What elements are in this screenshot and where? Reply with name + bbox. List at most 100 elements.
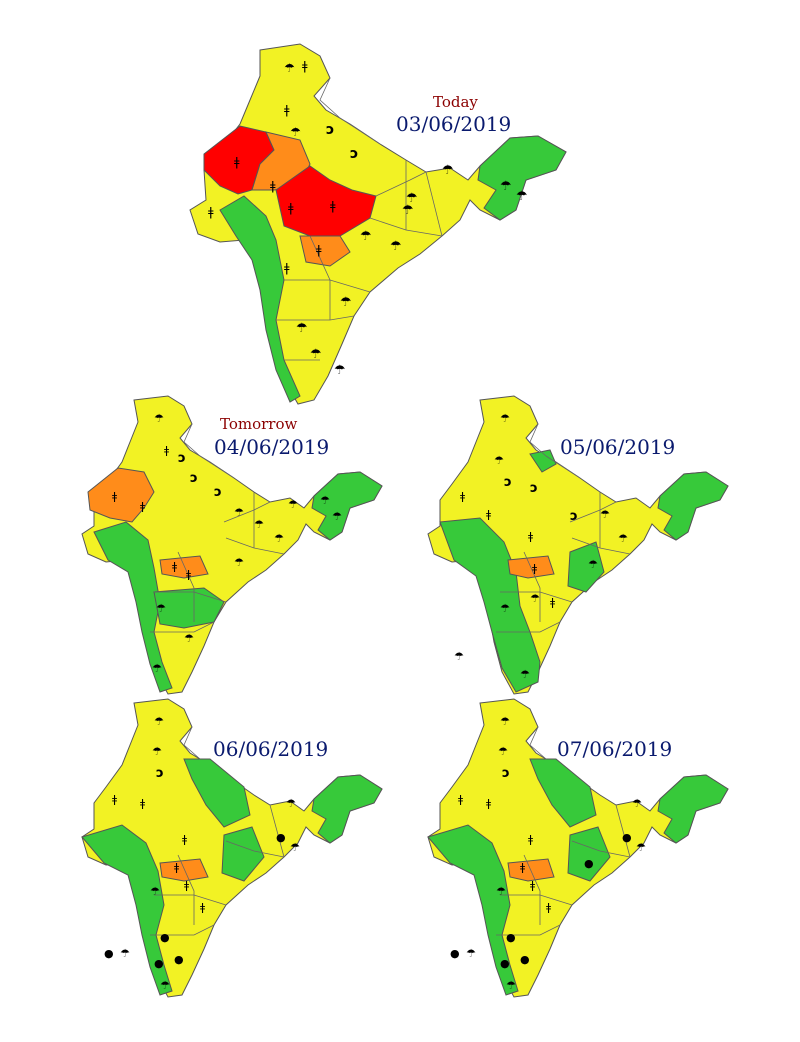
svg-text:☂: ☂ — [154, 412, 164, 425]
svg-text:ǂ: ǂ — [458, 793, 463, 806]
svg-text:ǂ: ǂ — [330, 199, 336, 213]
map-subtitle: Tomorrow — [220, 415, 298, 433]
region-westcoast — [93, 521, 173, 693]
svg-text:☂: ☂ — [150, 885, 160, 898]
svg-text:☂: ☂ — [442, 163, 454, 178]
svg-text:☂: ☂ — [636, 841, 646, 854]
svg-text:ǂ: ǂ — [164, 444, 169, 457]
region-westcoast — [219, 195, 301, 403]
svg-text:ǂ: ǂ — [284, 103, 290, 117]
svg-text:ǂ: ǂ — [528, 833, 533, 846]
region-east-green — [221, 826, 265, 882]
svg-text:ǂ: ǂ — [112, 793, 117, 806]
svg-text:ǂ: ǂ — [520, 861, 525, 874]
weather-icons: ☂ ☂ ↄ ↄ ↄ ǂ ǂ ǂ ǂ ☂ ☂ ☂ ☂ ǂ ☂ ☂ ☂ — [454, 412, 628, 681]
svg-text:●: ● — [104, 947, 114, 960]
svg-text:●: ● — [276, 831, 286, 844]
svg-text:☂: ☂ — [296, 321, 308, 336]
region-northeast — [477, 135, 567, 221]
svg-text:ǂ: ǂ — [528, 530, 533, 543]
svg-text:☂: ☂ — [284, 61, 295, 75]
map-date: 07/06/2019 — [557, 737, 673, 761]
svg-text:☂: ☂ — [290, 125, 301, 139]
svg-text:☂: ☂ — [340, 295, 352, 310]
svg-text:ↄ: ↄ — [504, 475, 512, 490]
weather-icons: ☂ǂ ↄ ↄ ↄ ǂǂ ǂǂ ☂☂ ☂☂ ☂☂ ☂☂ ☂☂ — [112, 412, 342, 675]
svg-text:☂: ☂ — [402, 203, 414, 218]
region-north-green — [183, 758, 251, 828]
svg-text:☂: ☂ — [254, 518, 264, 531]
svg-text:☂: ☂ — [500, 602, 510, 615]
svg-text:ǂ: ǂ — [112, 490, 117, 503]
svg-text:☂: ☂ — [618, 532, 628, 545]
svg-text:ↄ: ↄ — [190, 471, 198, 486]
svg-text:●: ● — [584, 857, 594, 870]
svg-text:ǂ: ǂ — [186, 568, 191, 581]
india-warning-map — [427, 698, 729, 998]
map-date: 03/06/2019 — [396, 112, 512, 136]
region-north-green — [529, 758, 597, 828]
svg-text:☂: ☂ — [360, 229, 372, 244]
region-uttarakhand — [529, 449, 557, 473]
svg-text:☂: ☂ — [516, 189, 528, 204]
svg-text:☂: ☂ — [506, 979, 516, 992]
svg-text:☂: ☂ — [290, 841, 300, 854]
svg-text:☂: ☂ — [234, 506, 244, 519]
svg-text:●: ● — [500, 957, 510, 970]
region-northeast — [657, 471, 729, 541]
svg-text:●: ● — [622, 831, 632, 844]
svg-text:ǂ: ǂ — [184, 879, 189, 892]
svg-text:☂: ☂ — [466, 947, 476, 960]
svg-text:☂: ☂ — [454, 650, 464, 663]
svg-text:☂: ☂ — [496, 885, 506, 898]
svg-text:ǂ: ǂ — [234, 155, 240, 169]
svg-text:ǂ: ǂ — [208, 205, 214, 219]
svg-text:☂: ☂ — [632, 797, 642, 810]
region-orange-central — [299, 235, 351, 267]
svg-text:ǂ: ǂ — [172, 560, 177, 573]
svg-text:ǂ: ǂ — [200, 901, 205, 914]
region-east-green — [567, 826, 611, 882]
svg-text:☂: ☂ — [310, 347, 322, 362]
svg-text:☂: ☂ — [154, 715, 164, 728]
svg-text:ǂ: ǂ — [486, 797, 491, 810]
svg-text:ǂ: ǂ — [316, 243, 322, 257]
svg-text:ǂ: ǂ — [530, 879, 535, 892]
svg-text:●: ● — [520, 953, 530, 966]
region-orange-west — [87, 467, 155, 523]
region-northeast — [311, 471, 383, 541]
svg-text:☂: ☂ — [498, 745, 508, 758]
map-subtitle: Today — [433, 93, 478, 111]
svg-text:ↄ: ↄ — [326, 122, 334, 138]
region-orange-central — [159, 858, 209, 882]
map-date: 04/06/2019 — [214, 435, 330, 459]
svg-text:☂: ☂ — [286, 797, 296, 810]
map-panel-day3: ☂ ☂ ↄ ↄ ↄ ǂ ǂ ǂ ǂ ☂ ☂ ☂ ☂ ǂ ☂ ☂ ☂ 05/06/2019 — [420, 392, 750, 712]
svg-text:☂: ☂ — [588, 558, 598, 571]
svg-text:ǂ: ǂ — [460, 490, 465, 503]
region-east-green — [567, 541, 605, 593]
svg-text:ↄ: ↄ — [214, 485, 222, 500]
svg-text:ǂ: ǂ — [486, 508, 491, 521]
svg-text:ǂ: ǂ — [302, 59, 308, 73]
svg-text:ↄ: ↄ — [502, 766, 510, 781]
india-warning-map — [81, 698, 383, 998]
svg-text:ǂ: ǂ — [270, 179, 276, 193]
map-date: 05/06/2019 — [560, 435, 676, 459]
svg-text:☂: ☂ — [500, 179, 512, 194]
svg-text:ǂ: ǂ — [288, 201, 294, 215]
svg-text:●: ● — [174, 953, 184, 966]
region-madhya — [275, 165, 377, 237]
india-warning-map — [427, 395, 729, 695]
svg-text:ǂ: ǂ — [140, 797, 145, 810]
india-warning-map — [81, 395, 383, 695]
svg-text:☂: ☂ — [288, 498, 298, 511]
svg-text:☂: ☂ — [156, 602, 166, 615]
svg-text:☂: ☂ — [120, 947, 130, 960]
svg-text:☂: ☂ — [600, 508, 610, 521]
